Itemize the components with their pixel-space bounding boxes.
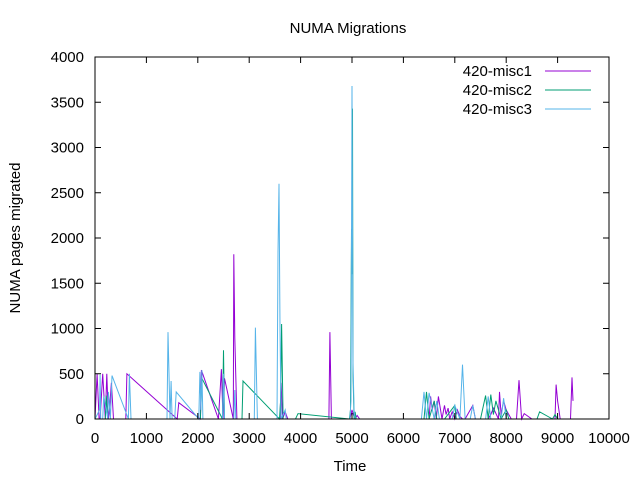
series-line-3 xyxy=(94,85,509,421)
x-tick-label: 2000 xyxy=(181,430,214,447)
y-tick-label: 3000 xyxy=(51,140,84,157)
x-tick-label: 6000 xyxy=(387,430,420,447)
y-tick-label: 1500 xyxy=(51,275,84,292)
x-axis-label: Time xyxy=(334,458,367,475)
legend-label-2: 420-misc2 xyxy=(463,82,532,99)
x-tick-label: 5000 xyxy=(335,430,368,447)
y-tick-label: 500 xyxy=(59,366,84,383)
legend-label-1: 420-misc1 xyxy=(463,63,532,80)
series-line-1 xyxy=(94,254,574,421)
x-tick-label: 3000 xyxy=(233,430,266,447)
y-tick-label: 3500 xyxy=(51,94,84,111)
x-tick-label: 8000 xyxy=(490,430,523,447)
y-tick-label: 1000 xyxy=(51,321,84,338)
legend: 420-misc1 420-misc2 420-misc3 xyxy=(463,63,591,118)
y-tick-label: 2000 xyxy=(51,230,84,247)
y-axis-label: NUMA pages migrated xyxy=(7,163,24,314)
x-tick-label: 4000 xyxy=(284,430,317,447)
series-line-2 xyxy=(95,108,559,421)
y-tick-label: 4000 xyxy=(51,49,84,66)
axes-ticks: 0 1000 2000 3000 4000 5000 6000 7000 8000 9000 100… xyxy=(51,49,630,447)
x-tick-label: 1000 xyxy=(130,430,163,447)
legend-label-3: 420-misc3 xyxy=(463,101,532,118)
x-tick-label: 7000 xyxy=(438,430,471,447)
x-tick-label: 9000 xyxy=(541,430,574,447)
x-tick-label: 0 xyxy=(91,430,99,447)
y-tick-label: 2500 xyxy=(51,185,84,202)
y-tick-label: 0 xyxy=(76,411,84,428)
chart-title: NUMA Migrations xyxy=(290,20,407,37)
x-tick-label: 10000 xyxy=(588,430,630,447)
plot-lines xyxy=(94,85,574,421)
